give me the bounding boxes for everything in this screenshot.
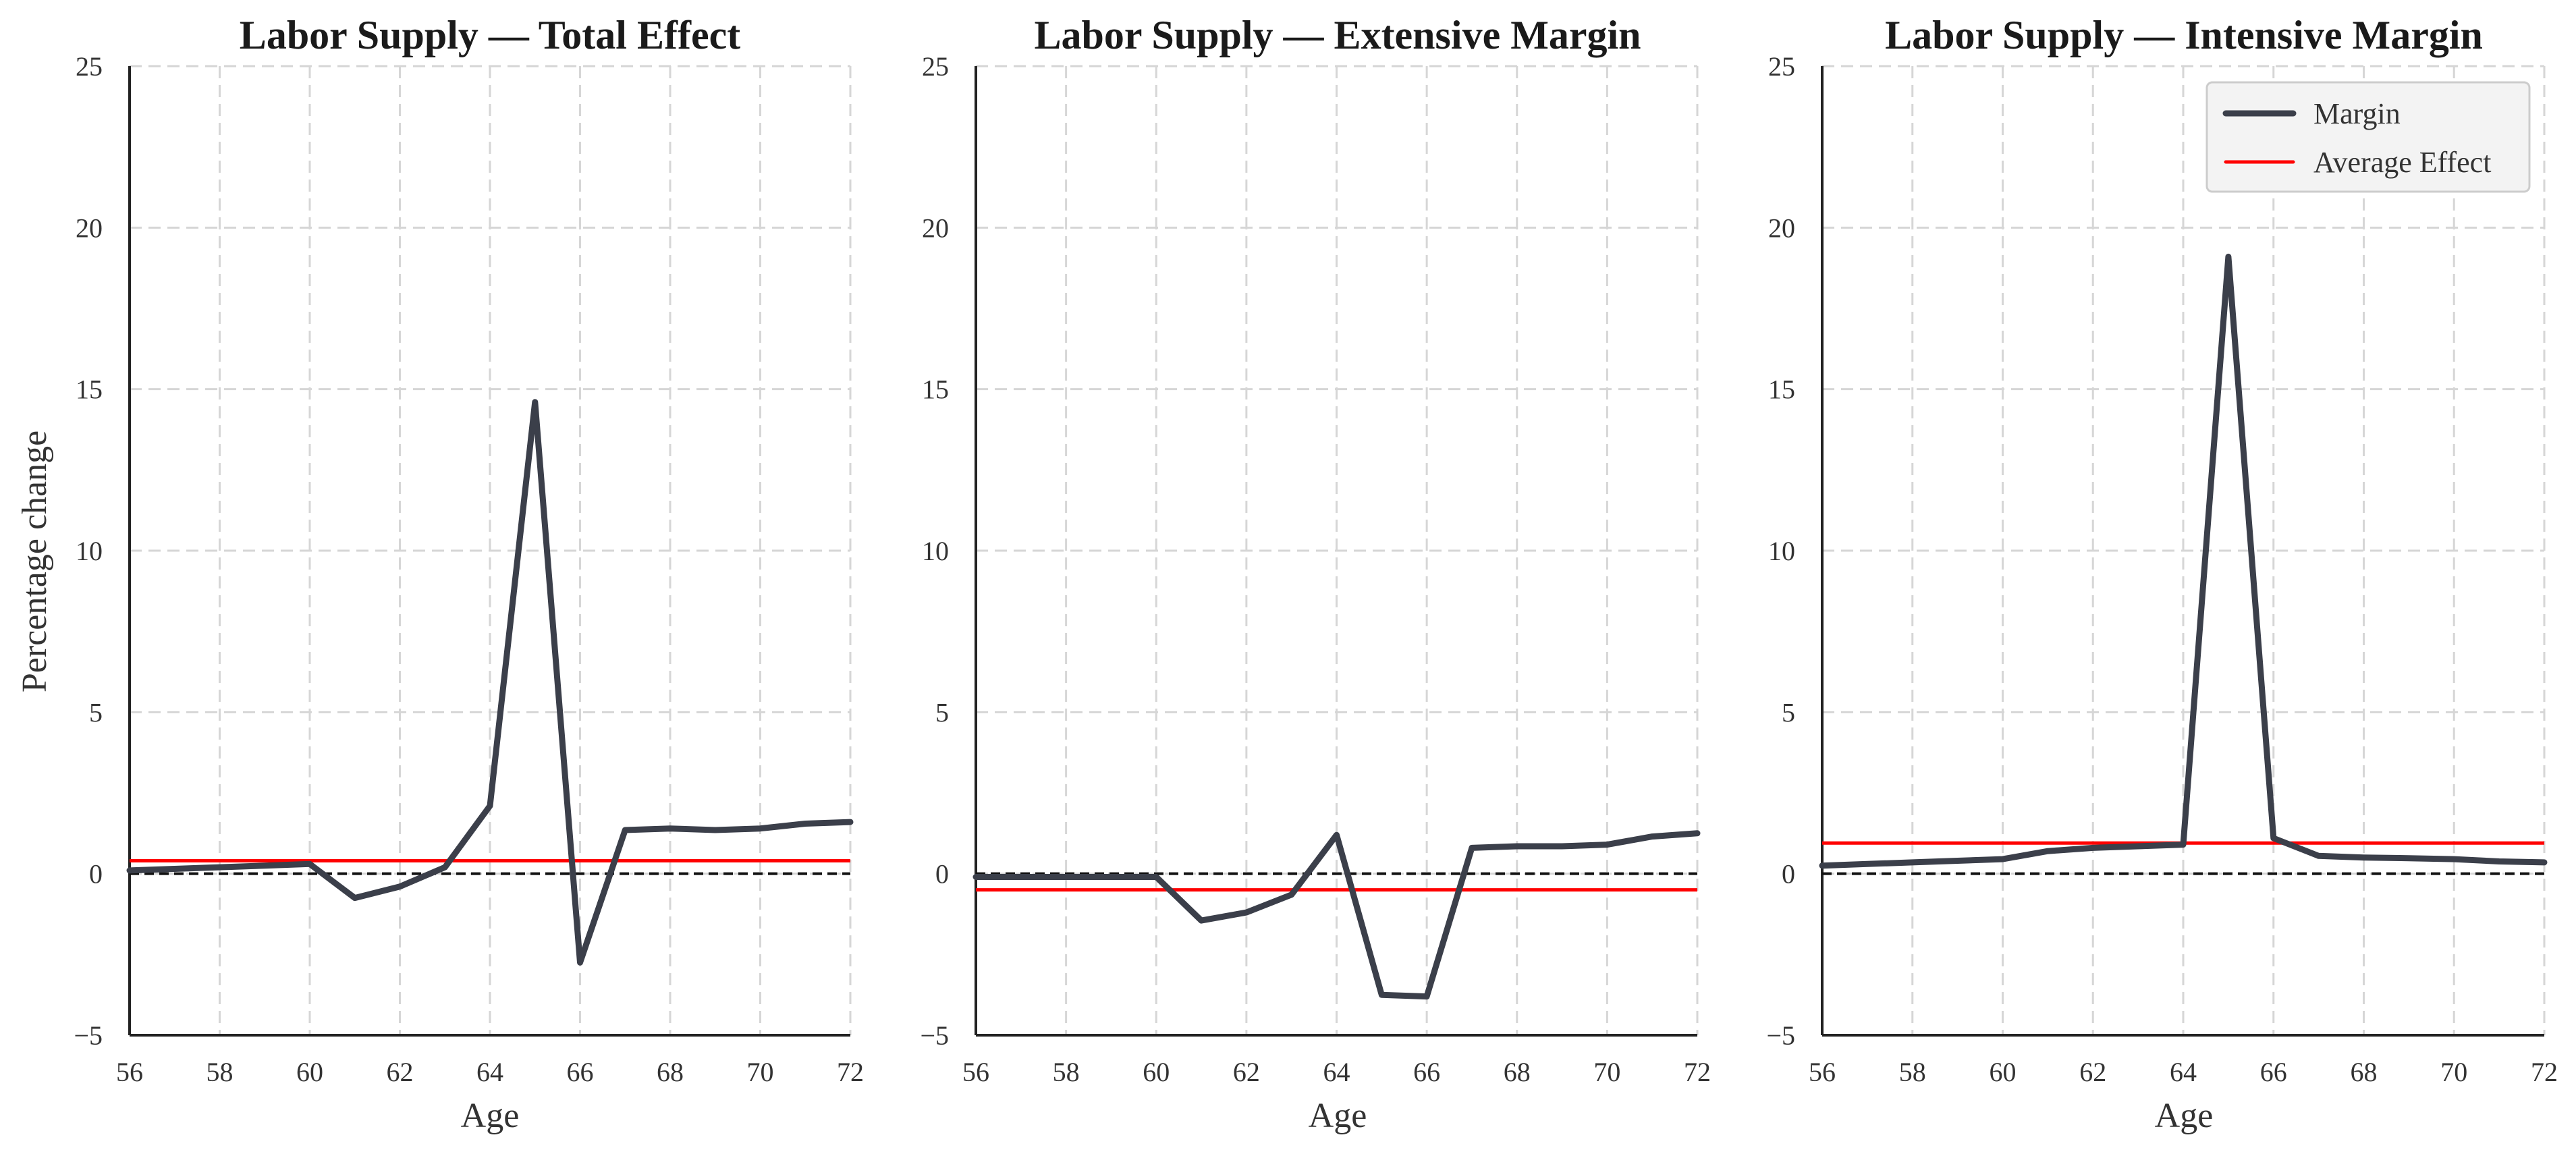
y-tick-label: 25 — [1768, 51, 1795, 82]
y-tick-label: 15 — [1768, 375, 1795, 405]
margin-series-line — [972, 830, 1701, 1000]
x-tick-label: 70 — [747, 1057, 774, 1087]
grid — [976, 65, 1699, 1035]
y-tick-label: 0 — [89, 859, 103, 889]
y-tick-label: 5 — [935, 697, 949, 727]
x-tick-label: 72 — [2531, 1057, 2558, 1087]
x-tick-label: 60 — [1143, 1057, 1170, 1087]
x-tick-label: 62 — [1233, 1057, 1260, 1087]
x-tick-label: 64 — [1323, 1057, 1350, 1087]
x-tick-label: 56 — [116, 1057, 143, 1087]
y-tick-label: 0 — [935, 859, 949, 889]
x-tick-label: 66 — [1413, 1057, 1440, 1087]
chart-panel-total: Labor Supply — Total Effect Percentage c… — [16, 13, 864, 1135]
y-tick-label: 10 — [76, 536, 103, 566]
y-tick-label: 10 — [1768, 536, 1795, 566]
y-tick-label: 20 — [76, 213, 103, 243]
x-tick-label: 70 — [2440, 1057, 2467, 1087]
x-tick-label: 58 — [1899, 1057, 1926, 1087]
x-tick-label: 64 — [2170, 1057, 2197, 1087]
y-tick-label: 20 — [922, 213, 949, 243]
legend: Margin Average Effect — [2205, 81, 2531, 193]
chart-title: Labor Supply — Intensive Margin — [1885, 13, 2483, 57]
y-tick-label: −5 — [920, 1020, 949, 1051]
x-tick-label: 70 — [1593, 1057, 1620, 1087]
x-tick-label: 58 — [207, 1057, 234, 1087]
x-tick-label: 56 — [962, 1057, 989, 1087]
legend-margin-label: Margin — [2313, 97, 2401, 130]
ticks: −5 0 5 10 15 20 25 56 58 60 62 64 66 68 70 72 — [74, 51, 864, 1087]
y-tick-label: −5 — [74, 1020, 103, 1051]
y-axis-label: Percentage change — [16, 431, 54, 692]
x-tick-label: 60 — [296, 1057, 323, 1087]
x-tick-label: 62 — [2079, 1057, 2106, 1087]
y-tick-label: 0 — [1782, 859, 1795, 889]
y-tick-label: 15 — [76, 375, 103, 405]
x-tick-label: 56 — [1809, 1057, 1836, 1087]
x-axis-label: Age — [2155, 1097, 2214, 1135]
chart-panel-intensive: Labor Supply — Intensive Margin Age −5 0 5… — [1766, 13, 2558, 1135]
x-tick-label: 72 — [837, 1057, 864, 1087]
x-tick-label: 62 — [387, 1057, 414, 1087]
legend-box — [2205, 81, 2531, 193]
x-tick-label: 64 — [476, 1057, 503, 1087]
x-tick-label: 68 — [1504, 1057, 1531, 1087]
x-tick-label: 60 — [1990, 1057, 2017, 1087]
legend-average-label: Average Effect — [2313, 146, 2491, 179]
y-tick-label: 15 — [922, 375, 949, 405]
margin-series-line — [1819, 253, 2548, 869]
y-tick-label: 5 — [89, 697, 103, 727]
y-tick-label: 20 — [1768, 213, 1795, 243]
x-tick-label: 68 — [2351, 1057, 2378, 1087]
x-tick-label: 66 — [2260, 1057, 2287, 1087]
grid — [130, 65, 852, 1035]
ticks: −5 0 5 10 15 20 25 56 58 60 62 64 66 68 70 72 — [920, 51, 1711, 1087]
chart-title: Labor Supply — Extensive Margin — [1034, 13, 1641, 57]
x-axis-label: Age — [461, 1097, 520, 1135]
y-tick-label: 10 — [922, 536, 949, 566]
y-tick-label: 5 — [1782, 697, 1795, 727]
x-axis-label: Age — [1309, 1097, 1367, 1135]
grid — [1822, 65, 2546, 1035]
ticks: −5 0 5 10 15 20 25 56 58 60 62 64 66 68 70 72 — [1766, 51, 2558, 1087]
x-tick-label: 58 — [1053, 1057, 1080, 1087]
x-tick-label: 68 — [657, 1057, 684, 1087]
margin-series-line — [126, 399, 854, 966]
y-tick-label: 25 — [76, 51, 103, 82]
y-tick-label: −5 — [1766, 1020, 1795, 1051]
chart-panel-extensive: Labor Supply — Extensive Margin Age −5 0 5… — [920, 13, 1711, 1135]
chart-title: Labor Supply — Total Effect — [240, 13, 740, 57]
x-tick-label: 66 — [567, 1057, 594, 1087]
y-tick-label: 25 — [922, 51, 949, 82]
x-tick-label: 72 — [1684, 1057, 1711, 1087]
